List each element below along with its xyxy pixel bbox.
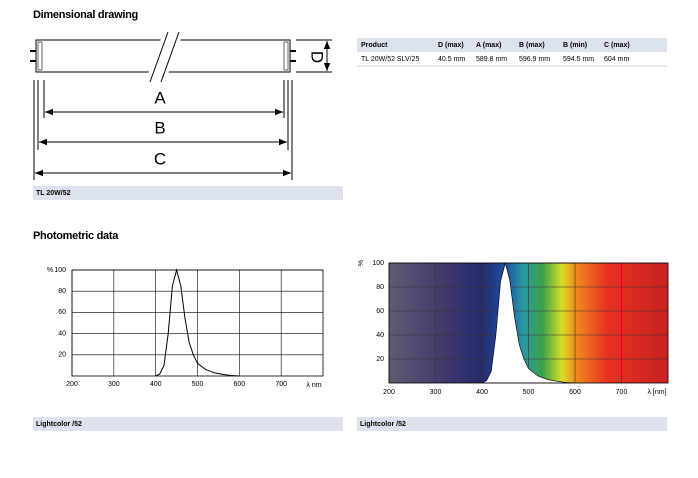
caption: Lightcolor /52 (360, 421, 406, 428)
plot-frame (71, 269, 324, 377)
x-tick-label: 300 (108, 381, 120, 388)
y-tick-label: 100 (54, 267, 66, 274)
y-tick-label: 40 (58, 330, 66, 337)
x-tick-label: 400 (476, 389, 488, 396)
caption-bar (357, 417, 667, 431)
x-tick-label: 500 (192, 381, 204, 388)
table-header-cell: A (max) (476, 42, 501, 49)
dim-label: A (154, 88, 166, 107)
x-tick-label: 700 (275, 381, 287, 388)
section-title: Dimensional drawing (33, 9, 138, 21)
y-tick-label: 20 (58, 352, 66, 359)
table-header-cell: Product (361, 42, 388, 49)
caption: Lightcolor /52 (36, 421, 82, 428)
section-title: Photometric data (33, 230, 119, 242)
table-cell: 594.5 mm (563, 56, 594, 63)
table: Product D (max) A (max) B (max) B (min) C (ma… (361, 42, 630, 63)
x-tick-label: 200 (66, 381, 78, 388)
table-cell: 589.8 mm (476, 56, 507, 63)
x-tick-label: 500 (523, 389, 535, 396)
table-header-cell: B (min) (563, 42, 587, 49)
x-tick-label: 600 (569, 389, 581, 396)
caption-bar (33, 417, 343, 431)
x-axis-label: λ [nm] (647, 389, 666, 396)
plot-frame (388, 262, 669, 384)
table-header-cell: D (max) (438, 42, 464, 49)
table-cell: 40.5 mm (438, 56, 465, 63)
x-tick-label: 600 (233, 381, 245, 388)
table-header (357, 38, 667, 52)
y-tick-label: 80 (58, 288, 66, 295)
x-tick-label: 300 (430, 389, 442, 396)
y-tick-label: 80 (376, 284, 384, 291)
table-cell: TL 20W/52 SLV/25 (361, 56, 419, 63)
table-cell: 604 mm (604, 56, 629, 63)
table-cell: 596.9 mm (519, 56, 550, 63)
y-tick-label: 20 (376, 356, 384, 363)
y-axis-label: % (358, 260, 365, 266)
caption: TL 20W/52 (36, 190, 71, 197)
spectrum-line (155, 268, 240, 377)
y-tick-label: 60 (58, 309, 66, 316)
dim-label: C (154, 149, 166, 168)
caption-bar (33, 186, 343, 200)
x-tick-label: 400 (150, 381, 162, 388)
x-tick-label: 700 (616, 389, 628, 396)
tube-drawing (30, 31, 332, 180)
y-tick-label: 40 (376, 332, 384, 339)
y-tick-label: 100 (372, 260, 384, 267)
y-tick-label: 60 (376, 308, 384, 315)
dim-label: B (154, 118, 165, 137)
y-axis-label: % (47, 267, 53, 274)
spectrum-area (481, 261, 576, 384)
table-header-cell: C (max) (604, 42, 630, 49)
dim-label: D (308, 51, 327, 63)
x-axis-label: λ nm (306, 382, 321, 389)
table-header-cell: B (max) (519, 42, 545, 49)
x-tick-label: 200 (383, 389, 395, 396)
